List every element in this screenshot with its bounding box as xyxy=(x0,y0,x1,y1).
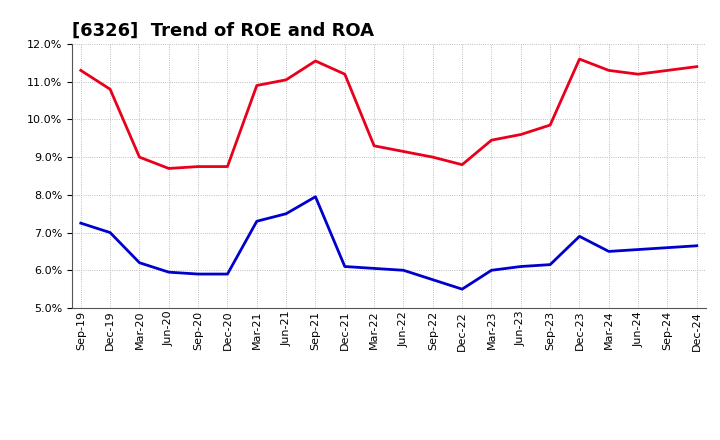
ROA xyxy=(341,264,349,269)
ROE xyxy=(135,154,144,160)
Line: ROA: ROA xyxy=(81,197,697,289)
ROA xyxy=(634,247,642,252)
ROE xyxy=(693,64,701,69)
ROA xyxy=(76,220,85,226)
ROA xyxy=(575,234,584,239)
ROA xyxy=(135,260,144,265)
ROE xyxy=(458,162,467,167)
ROA xyxy=(282,211,290,216)
ROA xyxy=(663,245,672,250)
ROA xyxy=(487,268,496,273)
ROE xyxy=(605,68,613,73)
ROE xyxy=(487,138,496,143)
ROE xyxy=(76,68,85,73)
ROA xyxy=(311,194,320,199)
ROE xyxy=(194,164,202,169)
ROA xyxy=(516,264,525,269)
ROA xyxy=(605,249,613,254)
ROE xyxy=(253,83,261,88)
ROA xyxy=(693,243,701,249)
ROA xyxy=(164,270,173,275)
ROA xyxy=(399,268,408,273)
ROE xyxy=(399,149,408,154)
ROE xyxy=(428,154,437,160)
Line: ROE: ROE xyxy=(81,59,697,169)
Text: [6326]  Trend of ROE and ROA: [6326] Trend of ROE and ROA xyxy=(72,22,374,40)
ROE xyxy=(634,72,642,77)
ROA xyxy=(253,219,261,224)
ROE xyxy=(546,122,554,128)
ROE xyxy=(575,56,584,62)
ROA xyxy=(223,271,232,277)
ROA xyxy=(458,286,467,292)
ROE xyxy=(164,166,173,171)
ROE xyxy=(370,143,379,148)
ROA xyxy=(106,230,114,235)
ROE xyxy=(106,87,114,92)
ROE xyxy=(516,132,525,137)
ROA xyxy=(546,262,554,267)
ROE xyxy=(223,164,232,169)
ROE xyxy=(341,72,349,77)
ROA xyxy=(194,271,202,277)
ROE xyxy=(282,77,290,82)
ROE xyxy=(663,68,672,73)
ROE xyxy=(311,59,320,64)
ROA xyxy=(370,266,379,271)
ROA xyxy=(428,277,437,282)
